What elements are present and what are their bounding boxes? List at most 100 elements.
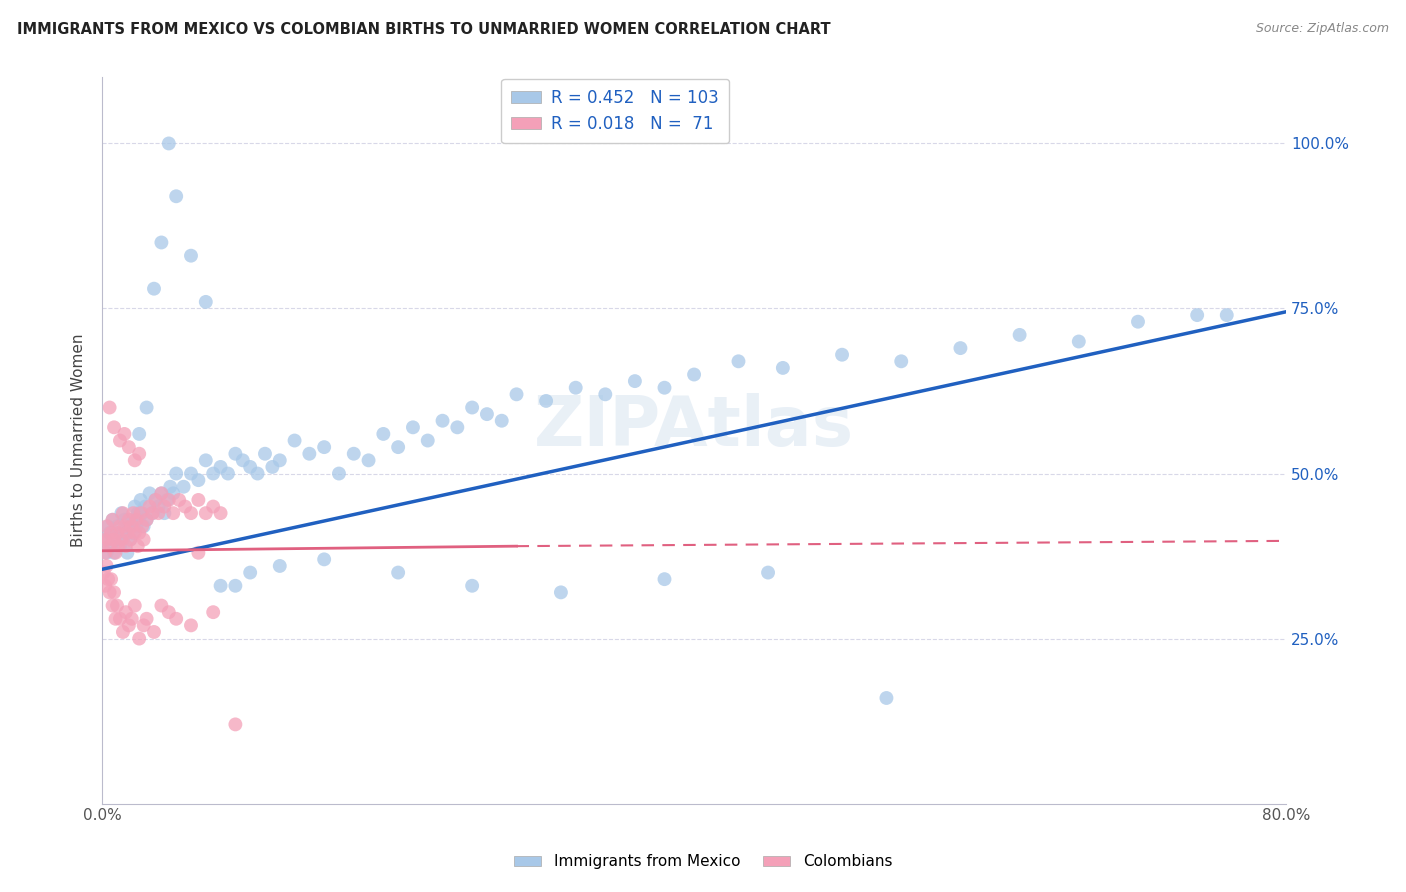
Point xyxy=(150,486,173,500)
Text: ZIPAtlas: ZIPAtlas xyxy=(534,392,855,459)
Point xyxy=(194,294,217,309)
Point xyxy=(187,473,209,487)
Point xyxy=(141,506,163,520)
Point xyxy=(96,519,118,533)
Point xyxy=(772,360,794,375)
Point xyxy=(475,407,498,421)
Point xyxy=(194,453,217,467)
Point xyxy=(153,500,176,514)
Point xyxy=(446,420,468,434)
Point xyxy=(239,459,262,474)
Point xyxy=(108,519,131,533)
Point xyxy=(150,235,173,250)
Point xyxy=(174,500,197,514)
Point xyxy=(108,539,131,553)
Point xyxy=(118,513,141,527)
Point xyxy=(949,341,972,355)
Text: IMMIGRANTS FROM MEXICO VS COLOMBIAN BIRTHS TO UNMARRIED WOMEN CORRELATION CHART: IMMIGRANTS FROM MEXICO VS COLOMBIAN BIRT… xyxy=(17,22,831,37)
Point xyxy=(132,533,155,547)
Point xyxy=(103,533,125,547)
Point xyxy=(1185,308,1208,322)
Point xyxy=(110,506,132,520)
Point xyxy=(550,585,572,599)
Point xyxy=(138,486,160,500)
Point xyxy=(107,539,129,553)
Point xyxy=(132,618,155,632)
Point xyxy=(180,467,202,481)
Point xyxy=(402,420,425,434)
Point xyxy=(105,599,128,613)
Point xyxy=(148,506,170,520)
Point xyxy=(654,381,676,395)
Point xyxy=(97,519,120,533)
Point xyxy=(125,519,148,533)
Point xyxy=(104,546,127,560)
Point xyxy=(157,492,180,507)
Point xyxy=(115,539,138,553)
Point xyxy=(187,546,209,560)
Point xyxy=(239,566,262,580)
Text: Source: ZipAtlas.com: Source: ZipAtlas.com xyxy=(1256,22,1389,36)
Point xyxy=(122,525,145,540)
Point xyxy=(135,513,157,527)
Point xyxy=(756,566,779,580)
Point xyxy=(108,612,131,626)
Point xyxy=(128,447,150,461)
Point xyxy=(491,414,513,428)
Point xyxy=(387,566,409,580)
Point xyxy=(128,426,150,441)
Point xyxy=(138,500,160,514)
Point xyxy=(1216,308,1239,322)
Point xyxy=(120,533,142,547)
Point xyxy=(103,546,125,560)
Point xyxy=(727,354,749,368)
Point xyxy=(93,566,115,580)
Point xyxy=(132,519,155,533)
Point xyxy=(101,513,124,527)
Point xyxy=(117,546,139,560)
Point xyxy=(328,467,350,481)
Point xyxy=(94,546,117,560)
Point xyxy=(387,440,409,454)
Point xyxy=(103,585,125,599)
Point xyxy=(314,552,336,566)
Point xyxy=(141,506,163,520)
Point xyxy=(432,414,454,428)
Point xyxy=(217,467,239,481)
Point xyxy=(111,533,134,547)
Point xyxy=(135,513,157,527)
Point xyxy=(180,506,202,520)
Point xyxy=(125,513,148,527)
Point xyxy=(105,525,128,540)
Point xyxy=(121,519,143,533)
Point xyxy=(165,612,187,626)
Point xyxy=(118,519,141,533)
Point xyxy=(246,467,269,481)
Point xyxy=(831,348,853,362)
Point xyxy=(145,492,167,507)
Point xyxy=(209,459,232,474)
Point xyxy=(167,492,190,507)
Point xyxy=(505,387,527,401)
Point xyxy=(187,492,209,507)
Point xyxy=(112,519,135,533)
Point xyxy=(143,282,166,296)
Point xyxy=(150,486,173,500)
Point xyxy=(110,533,132,547)
Point xyxy=(100,572,122,586)
Point xyxy=(124,599,146,613)
Point xyxy=(269,558,291,573)
Point xyxy=(105,519,128,533)
Point xyxy=(373,426,395,441)
Point xyxy=(461,579,484,593)
Point xyxy=(173,480,195,494)
Point xyxy=(157,136,180,151)
Point xyxy=(224,579,246,593)
Point xyxy=(104,612,127,626)
Point xyxy=(101,513,124,527)
Point xyxy=(343,447,366,461)
Point xyxy=(162,486,184,500)
Point xyxy=(150,599,173,613)
Point xyxy=(180,618,202,632)
Point xyxy=(108,434,131,448)
